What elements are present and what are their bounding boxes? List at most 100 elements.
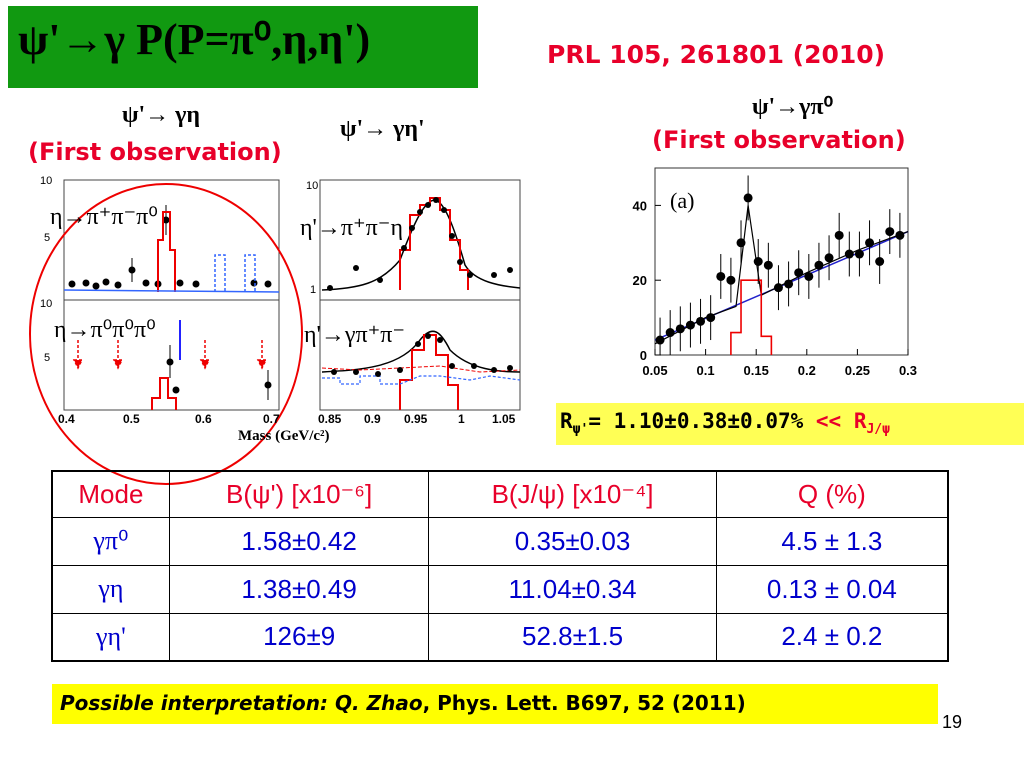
pi0-data-point — [726, 275, 736, 285]
pi0-data-point — [716, 271, 726, 281]
pi0-ytick-label: 40 — [633, 198, 647, 213]
interpretation-lead: Possible interpretation: — [60, 691, 329, 715]
pi0-data-point — [844, 249, 854, 259]
header-mode: Mode — [51, 470, 170, 518]
pi0-data-point — [685, 320, 695, 330]
pi0-data-point — [895, 230, 905, 240]
etap-xtick-1: 0.85 — [318, 412, 342, 426]
reference-citation: PRL 105, 261801 (2010) — [547, 40, 886, 69]
pi0-signal-histogram — [730, 279, 773, 355]
mass-xtick-2: 0.5 — [123, 412, 140, 426]
pi0-xtick-label: 0.05 — [642, 363, 667, 378]
ratio-compare: << R — [815, 409, 867, 433]
etaprime-heading: ψ'→ γη' — [340, 116, 425, 142]
table-row: γπ⁰ 1.58±0.42 0.35±0.03 4.5 ± 1.3 — [51, 516, 949, 566]
pi0-data-point — [854, 249, 864, 259]
pi0-heading: ψ'→γπ⁰ — [752, 94, 834, 120]
mass-axis-label: Mass (GeV/c²) — [238, 428, 330, 444]
cell-mode: γη — [51, 564, 170, 614]
pi0-data-point — [753, 257, 763, 266]
cell-q: 0.13 ± 0.04 — [715, 564, 949, 614]
cell-q: 2.4 ± 0.2 — [715, 612, 949, 662]
interpretation-box — [52, 684, 938, 724]
etap-ytick-1: 1 — [310, 284, 317, 296]
pi0-data-point — [736, 238, 746, 248]
table-header-row: Mode B(ψ') [x10⁻⁶] B(J/ψ) [x10⁻⁴] Q (%) — [51, 470, 949, 518]
eta-bottom-decay-label: η→π⁰π⁰π⁰ — [54, 317, 156, 343]
pi0-xtick-label: 0.15 — [744, 363, 769, 378]
pi0-data-point — [814, 260, 824, 270]
etaprime-top-decay-label: η'→π⁺π⁻η — [300, 215, 403, 241]
ratio-value: = 1.10±0.38±0.07% — [588, 409, 804, 433]
pi0-data-point — [675, 324, 685, 334]
header-b-psiprime: B(ψ') [x10⁻⁶] — [168, 470, 430, 518]
mass-xtick-4: 0.7 — [263, 412, 280, 426]
pi0-data-point — [743, 193, 753, 203]
pi0-xtick-label: 0.1 — [697, 363, 715, 378]
ratio-box — [556, 403, 1024, 445]
pi0-data-point — [763, 260, 773, 270]
pi0-data-point — [665, 328, 675, 338]
pi0-xtick-label: 0.25 — [845, 363, 870, 378]
mass-xtick-1: 0.4 — [58, 412, 75, 426]
pi0-data-point — [804, 271, 814, 281]
slide-title: ψ'→γ P(P=π⁰,η,η') — [18, 15, 371, 64]
eta-top-decay-label: η→π⁺π⁻π⁰ — [50, 204, 158, 230]
eta-top-ytick-10: 10 — [40, 175, 53, 187]
etap-xtick-3: 0.95 — [404, 412, 428, 426]
page-number: 19 — [942, 712, 963, 732]
pi0-data-point — [875, 257, 885, 266]
etap-xtick-5: 1.05 — [492, 412, 516, 426]
etap-xtick-2: 0.9 — [364, 412, 381, 426]
branching-ratio-table: Mode B(ψ') [x10⁻⁶] B(J/ψ) [x10⁻⁴] Q (%) … — [51, 470, 949, 662]
ratio-text: Rψ'= 1.10±0.38±0.07% << RJ/ψ — [560, 409, 890, 437]
cell-mode: γη' — [51, 612, 170, 662]
etaprime-bottom-frame — [319, 299, 521, 411]
pi0-data-point — [706, 313, 716, 323]
pi0-data-point — [794, 268, 804, 278]
pi0-first-observation: (First observation) — [652, 126, 906, 154]
header-b-jpsi: B(J/ψ) [x10⁻⁴] — [428, 470, 717, 518]
pi0-data-point — [696, 316, 706, 326]
cell-b-jpsi: 11.04±0.34 — [428, 564, 717, 614]
interpretation-citation: , Phys. Lett. B697, 52 (2011) — [422, 691, 746, 715]
etaprime-bottom-decay-label: η'→γπ⁺π⁻ — [304, 322, 406, 348]
ratio-compare-sub: J/ψ — [866, 422, 890, 438]
eta-first-observation: (First observation) — [28, 138, 282, 166]
cell-q: 4.5 ± 1.3 — [715, 516, 949, 566]
pi0-plot-frame — [654, 167, 909, 356]
ratio-lhs-sub: ψ' — [572, 422, 589, 438]
pi0-data-point — [655, 335, 665, 345]
etap-xtick-4: 1 — [458, 412, 465, 426]
pi0-ytick-label: 20 — [633, 273, 647, 288]
pi0-xtick-label: 0.2 — [798, 363, 816, 378]
eta-top-ytick-5: 5 — [44, 232, 51, 244]
pi0-xtick-label: 0.3 — [899, 363, 917, 378]
pi0-panel-tag: (a) — [670, 188, 695, 213]
eta-bottom-frame — [63, 299, 280, 411]
cell-b-jpsi: 52.8±1.5 — [428, 612, 717, 662]
pi0-ytick-label: 0 — [640, 348, 647, 363]
eta-heading: ψ'→ γη — [122, 102, 201, 128]
cell-mode: γπ⁰ — [51, 516, 170, 566]
interpretation-author: Q. Zhao — [335, 691, 423, 715]
cell-b-psiprime: 1.38±0.49 — [168, 564, 430, 614]
header-q: Q (%) — [715, 470, 949, 518]
pi0-data-point — [824, 253, 834, 263]
pi0-data-point — [865, 238, 875, 248]
eta-bottom-ytick-10: 10 — [40, 298, 53, 310]
pi0-data-point — [834, 230, 844, 240]
pi0-data-point — [784, 279, 794, 289]
cell-b-psiprime: 1.58±0.42 — [168, 516, 430, 566]
pi0-data-point — [773, 283, 783, 293]
interpretation-text: Possible interpretation: Q. Zhao, Phys. … — [60, 691, 746, 715]
mass-xtick-3: 0.6 — [195, 412, 212, 426]
eta-bottom-ytick-5: 5 — [44, 352, 51, 364]
table-row: γη' 126±9 52.8±1.5 2.4 ± 0.2 — [51, 612, 949, 662]
cell-b-psiprime: 126±9 — [168, 612, 430, 662]
ratio-lhs: R — [560, 409, 573, 433]
etap-ytick-10: 10 — [306, 180, 319, 192]
cell-b-jpsi: 0.35±0.03 — [428, 516, 717, 566]
table-row: γη 1.38±0.49 11.04±0.34 0.13 ± 0.04 — [51, 564, 949, 614]
